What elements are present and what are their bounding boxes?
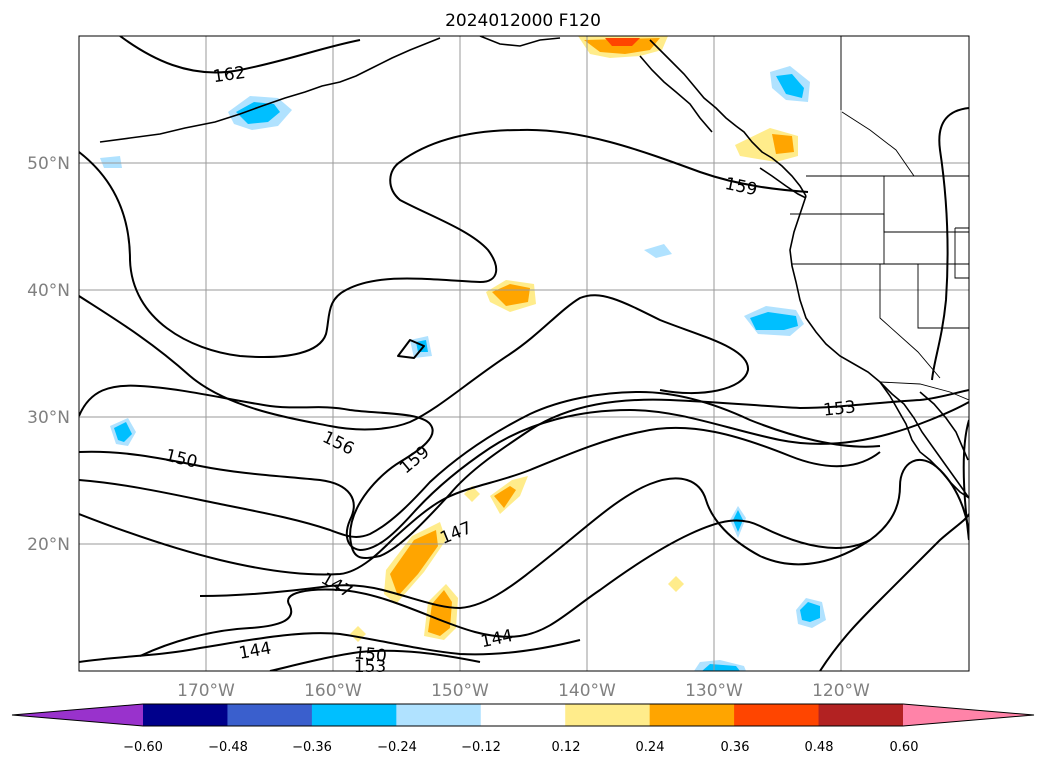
- colorbar-segment: [143, 704, 228, 726]
- colorbar-tick-label: −0.60: [123, 740, 163, 755]
- colorbar-tick-label: 0.24: [636, 740, 665, 755]
- contour-label: 153: [822, 397, 856, 420]
- colorbar-tick-label: −0.24: [377, 740, 417, 755]
- colorbar-segment: [818, 704, 904, 726]
- colorbar-segment: [311, 704, 397, 726]
- shade-bc-coast-blue-core: [776, 74, 804, 98]
- contour-150-south: [269, 649, 481, 671]
- figure-title: 2024012000 F120: [445, 11, 601, 31]
- colorbar-segment: [649, 704, 735, 726]
- colorbar-tick-label: −0.36: [292, 740, 332, 755]
- contour-147-south: [199, 458, 969, 609]
- lon-label-140w: 140°W: [558, 681, 616, 701]
- contour-label: 162: [212, 63, 247, 87]
- lon-label-160w: 160°W: [304, 681, 362, 701]
- latitude-labels: 50°N 40°N 30°N 20°N: [27, 154, 70, 555]
- contour-144: [139, 519, 871, 657]
- coastline-panhandle-islands: [639, 55, 713, 133]
- coastline-alaska-south: [479, 36, 561, 47]
- lon-label-170w: 170°W: [177, 681, 235, 701]
- border-us-mexico: [879, 381, 969, 401]
- coastline-us-west: [789, 195, 969, 499]
- border-montana: [954, 227, 969, 279]
- shade-center-orange-core: [494, 486, 516, 508]
- shade-small-orange-2: [668, 576, 684, 592]
- shade-ca-blue-core: [750, 312, 798, 330]
- lat-label-50n: 50°N: [27, 154, 70, 174]
- shade-mid-blue: [644, 244, 672, 258]
- colorbar-outline: [11, 703, 1035, 727]
- contour-label: 150: [353, 643, 387, 666]
- coastline-alaska-panhandle: [649, 39, 807, 197]
- border-nv-ca: [879, 264, 941, 379]
- contour-east-low: [931, 107, 969, 381]
- colorbar-ticks: −0.60 −0.48 −0.36 −0.24 −0.12 0.12 0.24 …: [123, 740, 918, 755]
- coastline-aleutians: [99, 37, 441, 143]
- coastlines-and-borders: [99, 36, 969, 499]
- contour-162: [119, 36, 361, 74]
- shade-south-orange-core: [428, 590, 452, 636]
- shade-west-edge: [100, 156, 122, 168]
- lon-label-130w: 130°W: [685, 681, 743, 701]
- colorbar-extension-low: [12, 704, 143, 726]
- lat-label-30n: 30°N: [27, 408, 70, 428]
- lat-label-40n: 40°N: [27, 281, 70, 301]
- colorbar-segment: [565, 704, 651, 726]
- contour-jet-1: [79, 391, 881, 538]
- contour-144-south: [79, 632, 581, 663]
- contour-150: [79, 401, 969, 551]
- lon-label-120w: 120°W: [812, 681, 870, 701]
- colorbar-tick-label: 0.12: [552, 740, 581, 755]
- graticule: [79, 36, 969, 671]
- contour-159-north: [79, 128, 809, 359]
- colorbar-tick-label: −0.48: [208, 740, 248, 755]
- colorbar-tick-label: 0.36: [721, 740, 750, 755]
- shade-aleutian-core: [236, 102, 280, 124]
- shade-jet-orange-core: [390, 530, 438, 596]
- contour-label: 153: [354, 657, 386, 677]
- colorbar-tick-label: 0.60: [890, 740, 919, 755]
- map-frame: [78, 35, 970, 672]
- contour-isolated-1: [397, 339, 425, 359]
- shade-se-blue-core: [800, 602, 820, 622]
- shade-bc-orange-core: [772, 134, 794, 154]
- shade-hawaii-west-blue-core: [114, 422, 132, 442]
- shade-bottom-blue-core: [702, 664, 740, 671]
- height-contours: [79, 36, 969, 671]
- colorbar-segment: [227, 704, 313, 726]
- map-area: 162 159 156 159 153 150 147 147 144 144 …: [78, 35, 970, 677]
- lon-label-150w: 150°W: [431, 681, 489, 701]
- shade-alaska-red: [605, 38, 640, 46]
- border-canada-provinces: [841, 111, 915, 177]
- contour-east-low-2: [962, 419, 969, 541]
- colorbar-segment: [734, 704, 820, 726]
- colorbar-tick-label: 0.48: [805, 740, 834, 755]
- colorbar-segment: [396, 704, 482, 726]
- colorbar-segment: [480, 704, 566, 726]
- contour-147: [79, 426, 881, 576]
- border-nv-az: [917, 264, 969, 329]
- contour-southeast: [819, 513, 969, 671]
- coastline-vancouver-island: [759, 167, 807, 199]
- colorbar: −0.60 −0.48 −0.36 −0.24 −0.12 0.12 0.24 …: [11, 703, 1035, 755]
- longitude-labels: 170°W 160°W 150°W 140°W 130°W 120°W: [177, 681, 870, 701]
- coastline-baja-east: [919, 391, 969, 461]
- colorbar-segments: [12, 704, 1034, 726]
- colorbar-tick-label: −0.12: [461, 740, 501, 755]
- lat-label-20n: 20°N: [27, 535, 70, 555]
- contour-156: [79, 294, 750, 431]
- colorbar-extension-high: [903, 704, 1034, 726]
